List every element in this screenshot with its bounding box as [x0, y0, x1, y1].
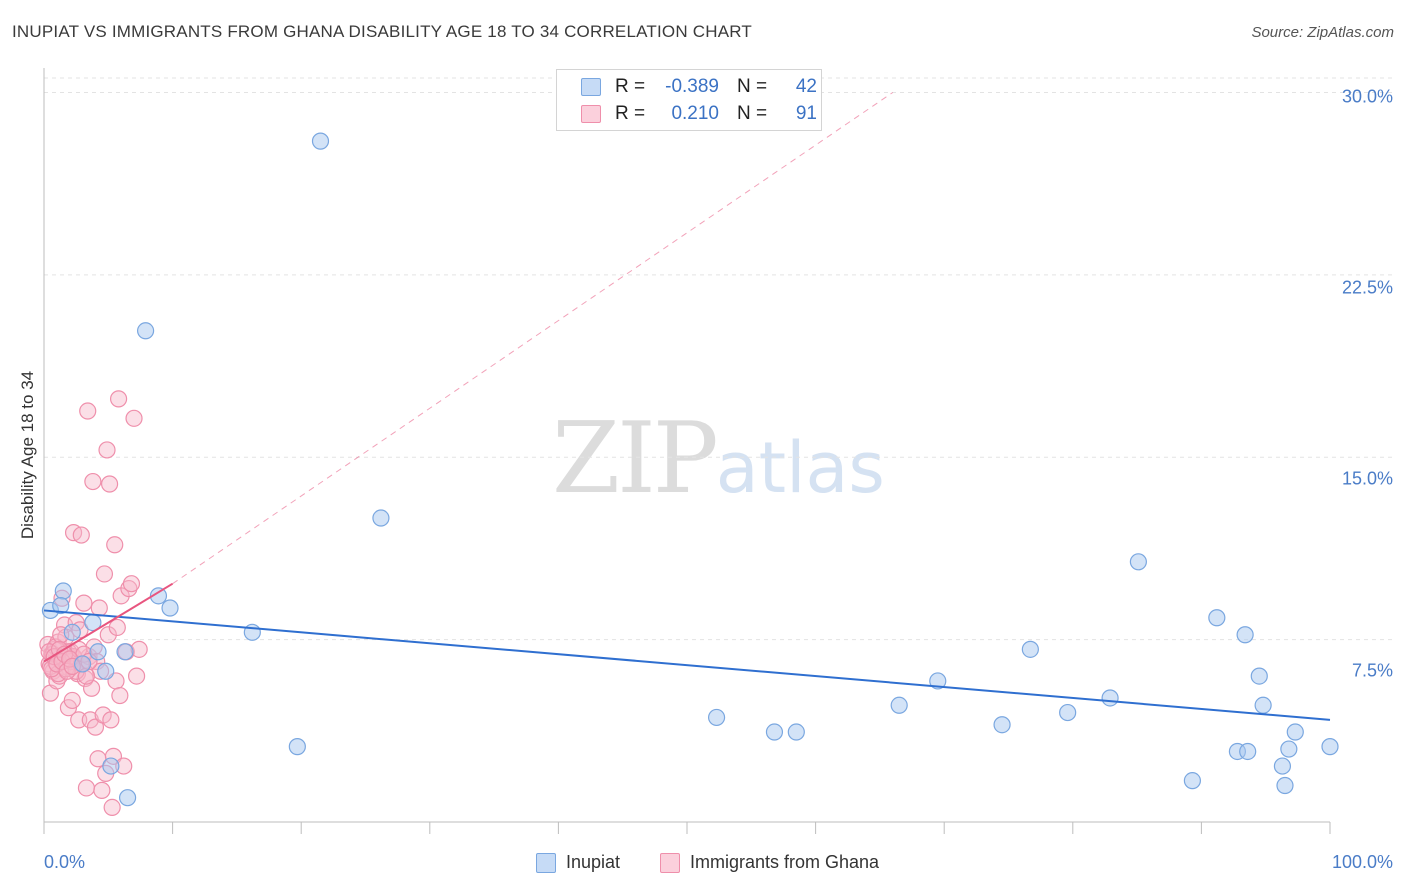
ghana-point [90, 599, 108, 617]
bottom-legend-inupiat: Inupiat [536, 852, 620, 873]
inupiat-point [288, 738, 306, 756]
correlation-legend: R = -0.389 N = 42 R = 0.210 N = 91 [556, 69, 822, 131]
ghana-point [108, 618, 126, 637]
inupiat-point [707, 708, 726, 727]
ghana-legend-swatch [660, 852, 680, 873]
source-label: Source: ZipAtlas.com [1251, 24, 1394, 41]
ghana-point [109, 390, 128, 408]
ghana-point [122, 575, 141, 593]
ghana-point [84, 472, 102, 491]
chart-title: INUPIAT VS IMMIGRANTS FROM GHANA DISABIL… [12, 22, 752, 41]
inupiat-point [52, 596, 70, 615]
inupiat-point [1208, 609, 1226, 627]
inupiat-point [161, 599, 179, 617]
y-tick-label-30: 30.0% [1341, 86, 1393, 107]
inupiat-point [372, 509, 390, 527]
x-tick-label-min: 0.0% [44, 852, 86, 872]
bottom-legend-ghana-label: Immigrants from Ghana [690, 852, 880, 872]
ghana-point [106, 536, 124, 554]
watermark-zip: ZIP [552, 402, 719, 516]
y-tick-label-15: 15.0% [1341, 468, 1393, 489]
ghana-point [103, 798, 121, 817]
ghana-point [79, 402, 97, 420]
inupiat-point [116, 643, 134, 661]
legend-n-value-ghana: 91 [795, 103, 817, 124]
watermark: ZIPatlas [552, 402, 885, 516]
watermark-atlas: atlas [715, 427, 885, 509]
inupiat-point [993, 716, 1011, 734]
inupiat-point [890, 696, 908, 714]
ghana-point [72, 526, 90, 544]
inupiat-point [1286, 723, 1304, 741]
inupiat-point [311, 132, 330, 150]
ghana-point [130, 640, 148, 658]
ghana-point [100, 475, 119, 493]
inupiat-point [97, 662, 115, 680]
legend-r-label: R = [615, 76, 646, 97]
ghana-point [102, 711, 120, 729]
x-tick-label-max: 100.0% [1331, 852, 1393, 872]
ghana-point [93, 781, 111, 799]
inupiat-point [787, 723, 805, 741]
inupiat-point [1321, 738, 1339, 756]
legend-r-value-inupiat: -0.389 [665, 76, 719, 97]
y-axis-label: Disability Age 18 to 34 [18, 370, 37, 540]
bottom-legend-ghana: Immigrants from Ghana [660, 852, 879, 873]
ghana-point [98, 441, 116, 459]
inupiat-point [118, 789, 137, 807]
ghana-point [125, 409, 143, 427]
ghana-point [75, 594, 93, 612]
inupiat-point [765, 723, 784, 741]
ghana-point [111, 686, 129, 705]
ghana-trend-line [43, 582, 174, 663]
ghana-trend-extension [172, 92, 894, 585]
ghana-point [127, 667, 146, 685]
inupiat-point [89, 643, 107, 661]
inupiat-point [63, 623, 81, 641]
inupiat-trend-line [43, 609, 1331, 721]
ghana-point [95, 565, 114, 583]
inupiat-point [1021, 640, 1039, 658]
ghana-point [77, 779, 96, 797]
inupiat-point [1280, 740, 1298, 758]
y-tick-label-22-5: 22.5% [1341, 277, 1393, 298]
inupiat-point [1273, 757, 1292, 775]
inupiat-point [54, 582, 72, 600]
legend-n-value-inupiat: 42 [795, 76, 817, 97]
legend-row-ghana: R = 0.210 N = 91 [581, 103, 817, 125]
legend-n-label: N = [737, 103, 768, 124]
ghana-point [86, 718, 105, 736]
inupiat-point [1254, 696, 1272, 714]
inupiat-point [1239, 742, 1257, 761]
inupiat-legend-swatch [536, 852, 556, 873]
ghana-swatch [581, 105, 601, 123]
inupiat-point [102, 757, 120, 775]
inupiat-point [136, 322, 155, 340]
legend-r-value-ghana: 0.210 [671, 103, 719, 124]
inupiat-point [1276, 776, 1294, 795]
y-tick-label-7-5: 7.5% [1351, 660, 1393, 681]
inupiat-point [73, 655, 92, 673]
legend-r-label: R = [615, 103, 646, 124]
inupiat-point [1236, 626, 1254, 644]
inupiat-point [1059, 703, 1077, 722]
inupiat-swatch [581, 78, 601, 96]
ghana-point [63, 691, 81, 710]
ghana-point [120, 579, 138, 598]
inupiat-point [1101, 689, 1119, 707]
inupiat-point [1129, 553, 1147, 571]
bottom-legend-inupiat-label: Inupiat [566, 852, 621, 872]
ghana-point [99, 626, 117, 644]
inupiat-point [929, 672, 947, 690]
legend-row-inupiat: R = -0.389 N = 42 [581, 76, 817, 98]
inupiat-point [1183, 772, 1201, 790]
inupiat-point [149, 587, 168, 605]
inupiat-point [1250, 667, 1268, 685]
legend-n-label: N = [737, 76, 768, 97]
